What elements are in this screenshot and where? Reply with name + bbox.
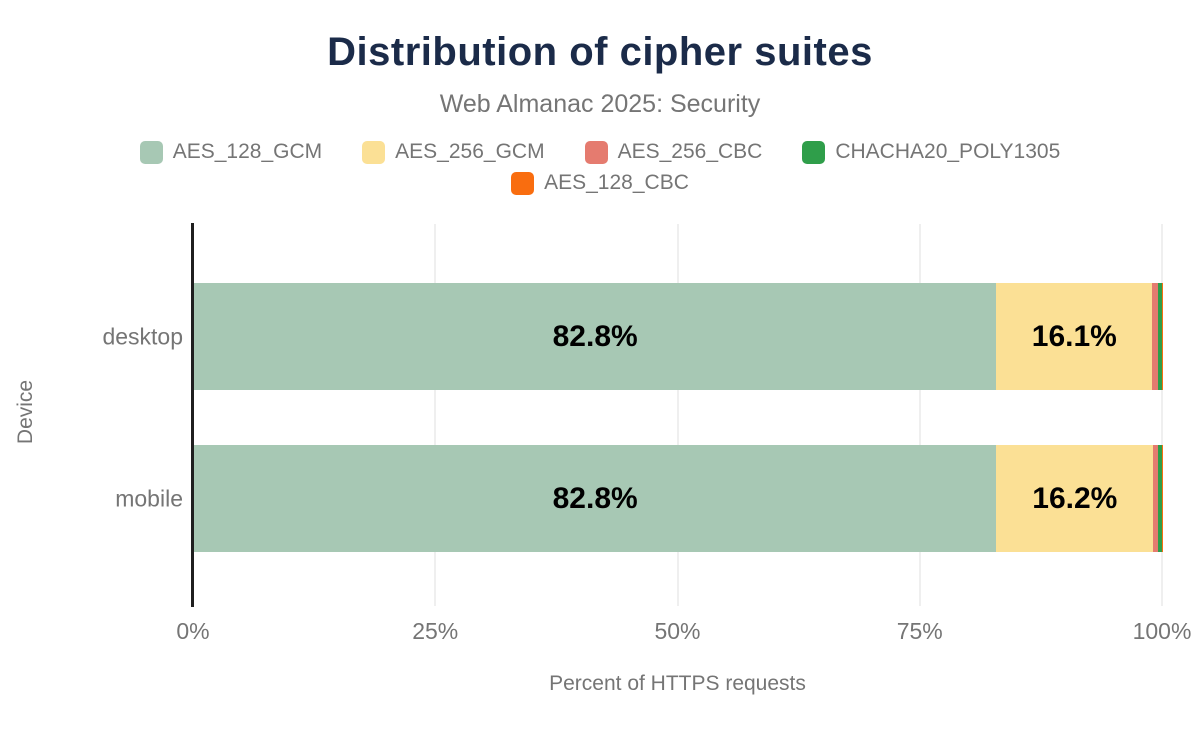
legend-label: AES_128_GCM <box>172 140 323 163</box>
legend-label: AES_256_GCM <box>395 140 545 163</box>
x-tick-label-50%: 50% <box>654 618 701 644</box>
legend-item-chacha20_poly1305: CHACHA20_POLY1305 <box>802 140 1060 164</box>
legend-item-aes_256_gcm: AES_256_GCM <box>362 140 545 164</box>
bar-desktop: 82.8% 16.1% <box>194 283 1163 390</box>
legend-swatch-icon <box>584 140 608 164</box>
x-tick-label-25%: 25% <box>412 618 459 644</box>
gridline-25% <box>434 224 437 606</box>
x-tick-label-0%: 0% <box>176 618 210 644</box>
bar-segment-mobile-aes_256_gcm[interactable]: 16.2% <box>996 445 1154 552</box>
plot-area: 0% 25% 50% 75% 100% 82.8% 16.1% 82.8% 16.2% <box>176 223 1191 644</box>
legend-label: AES_128_CBC <box>544 171 689 194</box>
chart-title: Distribution of cipher suites <box>327 30 873 74</box>
x-axis-title: Percent of HTTPS requests <box>549 672 806 695</box>
bar-segment-desktop-aes_128_gcm[interactable]: 82.8% <box>194 283 997 390</box>
category-label-desktop: desktop <box>102 323 183 349</box>
legend-swatch-icon <box>362 140 386 164</box>
legend-swatch-icon <box>139 140 163 164</box>
y-axis-line <box>191 223 194 607</box>
x-tick-label-75%: 75% <box>896 618 943 644</box>
bar-segment-mobile-chacha20_poly1305[interactable] <box>1158 445 1163 552</box>
data-label-mobile-aes_256_gcm: 16.2% <box>1032 481 1118 515</box>
data-label-desktop-aes_128_gcm: 82.8% <box>552 319 638 353</box>
gridline-75% <box>918 224 921 606</box>
legend-item-aes_128_gcm: AES_128_GCM <box>139 140 323 164</box>
gridline-100% <box>1161 224 1163 606</box>
bar-segment-desktop-aes_256_gcm[interactable]: 16.1% <box>996 283 1153 390</box>
y-axis-title: Device <box>14 379 37 445</box>
bar-segment-desktop-chacha20_poly1305[interactable] <box>1158 283 1163 390</box>
chart-legend: AES_128_GCM AES_256_GCM AES_256_CBC CHACHA2… <box>95 140 1105 195</box>
data-label-desktop-aes_256_gcm: 16.1% <box>1031 319 1117 353</box>
bar-segment-mobile-aes_128_gcm[interactable]: 82.8% <box>194 445 997 552</box>
bar-mobile: 82.8% 16.2% <box>194 445 1163 552</box>
chart-subtitle: Web Almanac 2025: Security <box>439 90 761 118</box>
x-tick-label-100%: 100% <box>1132 618 1192 644</box>
legend-label: CHACHA20_POLY1305 <box>835 140 1061 163</box>
legend-swatch-icon <box>511 171 535 195</box>
data-label-mobile-aes_128_gcm: 82.8% <box>552 481 638 515</box>
bar-segment-desktop-aes_256_cbc[interactable] <box>1152 283 1159 390</box>
legend-label: AES_256_CBC <box>617 140 763 163</box>
bar-segment-desktop-aes_128_cbc[interactable] <box>1162 283 1163 390</box>
bar-segment-mobile-aes_256_cbc[interactable] <box>1153 445 1159 552</box>
gridline-50% <box>676 224 679 606</box>
legend-swatch-icon <box>802 140 826 164</box>
category-label-mobile: mobile <box>115 485 183 511</box>
legend-item-aes_128_cbc: AES_128_CBC <box>511 171 689 195</box>
legend-item-aes_256_cbc: AES_256_CBC <box>584 140 763 164</box>
bar-segment-mobile-aes_128_cbc[interactable] <box>1162 445 1163 552</box>
